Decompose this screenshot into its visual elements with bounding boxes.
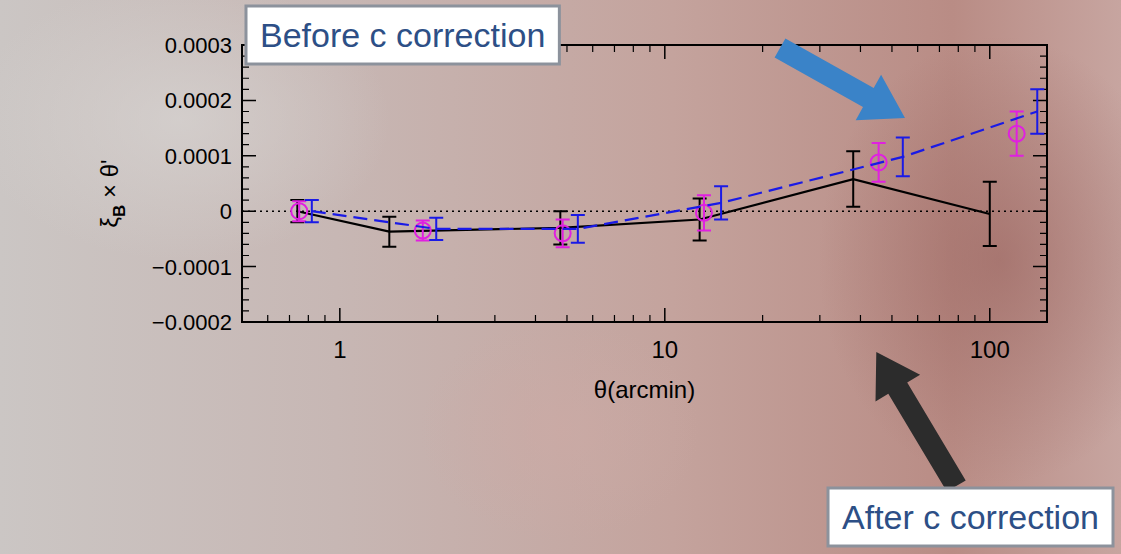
x-minor-tick [592,45,593,322]
x-minor-tick [437,45,438,322]
y-minor-tick [242,177,1047,178]
x-tick-label: 100 [970,336,1010,363]
annotation: After c correction [828,488,1113,546]
ticks [242,45,1047,322]
y-tick-label: −0.0002 [152,310,232,335]
x-minor-tick [566,45,567,322]
y-minor-tick [242,244,1047,245]
annotation-box [828,488,1113,546]
x-tick-label: 1 [333,336,346,363]
y-tick-label: 0.0001 [165,144,232,169]
y-minor-tick [242,288,1047,289]
y-title-part: ξ [96,217,123,228]
series-line [312,111,1037,228]
error-bar [697,195,711,230]
point [291,203,307,219]
x-minor-tick [917,45,918,322]
annotation: Before c correction [246,6,559,64]
x-minor-tick [958,45,959,322]
arrow-before [775,38,905,120]
x-tick [664,45,666,322]
y-tick-label: 0.0002 [165,88,232,113]
zero-line [242,210,1047,212]
y-tick [242,210,1047,212]
x-minor-tick [819,45,820,322]
x-minor-tick [633,45,634,322]
y-minor-tick [242,122,1047,123]
y-minor-tick [242,277,1047,278]
y-tick [242,266,1047,268]
chart: 1 10 100 −0.0002 −0.0001 0 0.0001 0.0002 0.0003 θ… [0,0,1121,554]
x-minor-tick [267,45,268,322]
plot-frame [242,45,1047,322]
y-minor-tick [242,67,1047,68]
x-tick-label: 10 [651,336,678,363]
y-tick [242,100,1047,102]
error-bar [416,221,430,241]
x-minor-tick [324,45,325,322]
x-axis-title: θ(arcmin) [594,376,695,403]
point [415,223,431,239]
error-bar [556,220,570,248]
error-bar [292,201,306,221]
y-minor-tick [242,233,1047,234]
y-minor-tick [242,78,1047,79]
y-minor-tick [242,111,1047,112]
annotation-box [246,6,559,64]
data [290,89,1044,247]
y-minor-tick [242,299,1047,300]
x-minor-tick [535,45,536,322]
point [555,225,571,241]
y-minor-tick [242,166,1047,167]
y-tick [242,155,1047,157]
x-minor-tick [614,45,615,322]
x-minor-tick [308,45,309,322]
x-minor-tick [762,45,763,322]
y-title-part: × θ' [96,159,123,204]
x-minor-tick [494,45,495,322]
x-minor-tick [891,45,892,322]
x-tick [339,45,341,322]
y-minor-tick [242,255,1047,256]
annotation-text: Before c correction [260,16,545,54]
point [1009,126,1025,142]
y-minor-tick [242,188,1047,189]
y-minor-tick [242,89,1047,90]
x-minor-tick [289,45,290,322]
arrow-after [876,352,966,492]
error-bar [1030,89,1044,133]
x-minor-tick [939,45,940,322]
annotation-text: After c correction [842,498,1099,536]
y-minor-tick [242,144,1047,145]
x-minor-tick [649,45,650,322]
y-minor-tick [242,133,1047,134]
y-axis-title: ξB × θ' [96,159,129,227]
x-minor-tick [974,45,975,322]
y-tick-label: −0.0001 [152,255,232,280]
y-tick-label: 0.0003 [165,33,232,58]
y-tick-label: 0 [220,199,232,224]
y-title-sub: B [110,205,129,217]
y-minor-tick [242,310,1047,311]
y-minor-tick [242,200,1047,201]
